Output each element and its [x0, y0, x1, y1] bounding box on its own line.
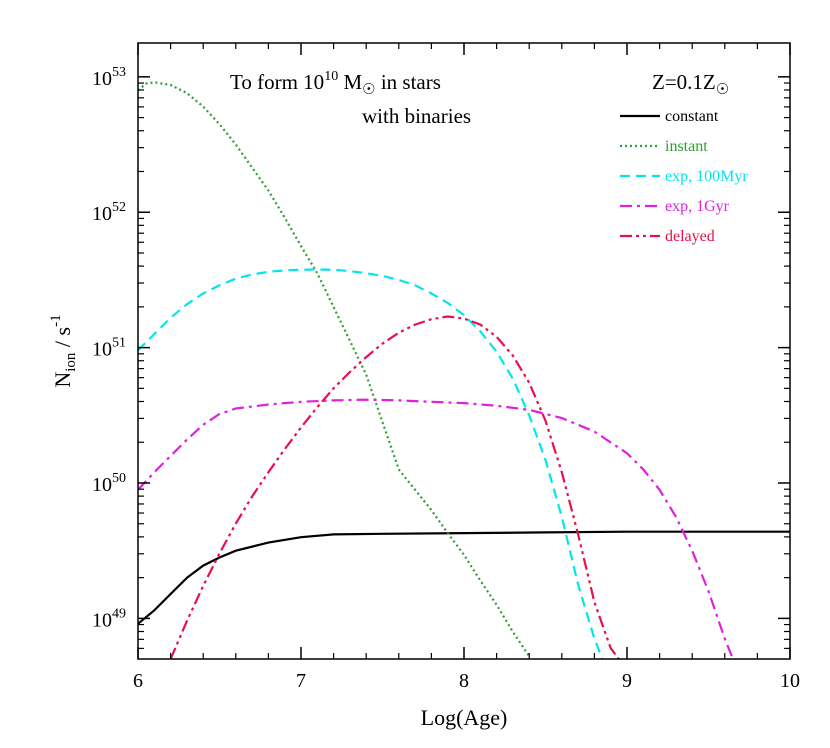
- legend-label-delayed: delayed: [665, 228, 715, 245]
- series-line-exp-100myr: [138, 268, 604, 659]
- curves-layer: [138, 81, 790, 659]
- series-line-instant: [138, 81, 531, 657]
- legend-label-instant: instant: [665, 138, 708, 155]
- x-axis-title: Log(Age): [421, 705, 508, 730]
- series-line-exp-1gyr: [138, 398, 735, 659]
- series-line-constant: [138, 530, 790, 625]
- y-tick-label: 1050: [92, 471, 126, 496]
- x-tick-label: 6: [133, 670, 143, 692]
- x-tick-label: 9: [622, 670, 632, 692]
- series-line-delayed: [169, 315, 620, 659]
- y-tick-label: 1053: [92, 65, 126, 90]
- annotation-metallicity: Z=0.1Z☉: [652, 70, 729, 98]
- plot-frame: [137, 42, 791, 660]
- y-tick-label: 1052: [92, 200, 126, 225]
- legend-label-exp-1gyr: exp, 1Gyr: [665, 198, 730, 215]
- legend-label-constant: constant: [665, 108, 719, 125]
- legend-label-exp-100myr: exp, 100Myr: [665, 168, 748, 185]
- y-axis-title: Nion / s-1: [48, 314, 79, 387]
- annotation-binaries: with binaries: [362, 104, 471, 128]
- x-tick-label: 7: [296, 670, 306, 692]
- y-tick-label: 1051: [92, 336, 126, 361]
- legend: constant instant exp, 100Myr exp, 1Gyr delay…: [620, 108, 748, 245]
- x-tick-label: 8: [459, 670, 469, 692]
- y-tick-label: 1049: [92, 606, 126, 631]
- x-tick-label: 10: [780, 670, 800, 692]
- ticks-layer: 6 7 8 9 10 1049 1050 1051 1052 1053: [92, 43, 800, 692]
- annotation-formation: To form 1010 M☉ in stars: [230, 69, 441, 98]
